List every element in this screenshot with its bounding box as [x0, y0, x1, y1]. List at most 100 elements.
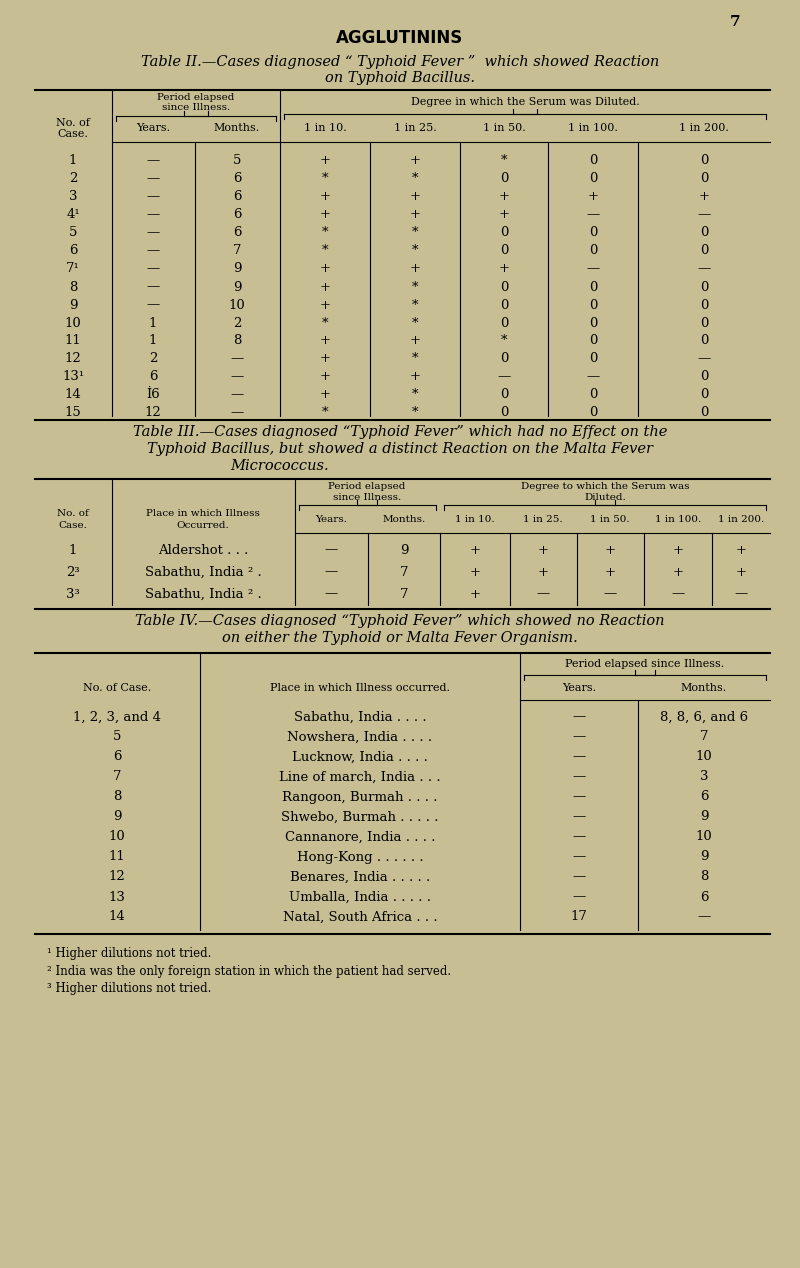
Text: *: * — [412, 317, 418, 330]
Text: Umballa, India . . . . .: Umballa, India . . . . . — [289, 890, 431, 904]
Text: 0: 0 — [700, 172, 708, 185]
Text: 0: 0 — [700, 335, 708, 347]
Text: Months.: Months. — [382, 515, 426, 524]
Text: +: + — [735, 544, 746, 557]
Text: 5: 5 — [233, 155, 241, 167]
Text: —: — — [572, 871, 586, 884]
Text: 12: 12 — [65, 353, 82, 365]
Text: —: — — [572, 771, 586, 784]
Text: 2: 2 — [149, 353, 157, 365]
Text: 2: 2 — [69, 172, 77, 185]
Text: ² India was the only foreign station in which the patient had served.: ² India was the only foreign station in … — [47, 965, 451, 978]
Text: *: * — [412, 388, 418, 402]
Text: 3³: 3³ — [66, 587, 80, 601]
Text: 12: 12 — [109, 871, 126, 884]
Text: 14: 14 — [65, 388, 82, 402]
Text: 0: 0 — [589, 317, 597, 330]
Text: —: — — [146, 262, 160, 275]
Text: 11: 11 — [109, 851, 126, 864]
Text: 9: 9 — [113, 810, 122, 823]
Text: +: + — [605, 566, 615, 578]
Text: 1 in 50.: 1 in 50. — [482, 123, 526, 133]
Text: +: + — [319, 262, 330, 275]
Text: *: * — [501, 335, 507, 347]
Text: +: + — [319, 280, 330, 293]
Text: Table IV.—Cases diagnosed “Typhoid Fever” which showed no Reaction: Table IV.—Cases diagnosed “Typhoid Fever… — [135, 614, 665, 628]
Text: 0: 0 — [500, 353, 508, 365]
Text: *: * — [412, 298, 418, 312]
Text: —: — — [698, 262, 710, 275]
Text: 0: 0 — [700, 407, 708, 420]
Text: 8: 8 — [233, 335, 241, 347]
Text: No. of Case.: No. of Case. — [83, 683, 151, 694]
Text: +: + — [410, 370, 421, 383]
Text: —: — — [572, 851, 586, 864]
Text: 2: 2 — [233, 317, 241, 330]
Text: 17: 17 — [570, 910, 587, 923]
Text: Lucknow, India . . . .: Lucknow, India . . . . — [292, 751, 428, 763]
Text: No. of: No. of — [56, 118, 90, 128]
Text: +: + — [498, 190, 510, 203]
Text: +: + — [470, 544, 481, 557]
Text: Case.: Case. — [58, 520, 87, 530]
Text: 0: 0 — [700, 245, 708, 257]
Text: +: + — [319, 298, 330, 312]
Text: Nowshera, India . . . .: Nowshera, India . . . . — [287, 730, 433, 743]
Text: 7: 7 — [400, 587, 408, 601]
Text: +: + — [538, 544, 549, 557]
Text: İ6: İ6 — [146, 388, 160, 402]
Text: —: — — [572, 730, 586, 743]
Text: Years.: Years. — [315, 515, 347, 524]
Text: Hong-Kong . . . . . .: Hong-Kong . . . . . . — [297, 851, 423, 864]
Text: *: * — [501, 155, 507, 167]
Text: *: * — [322, 245, 328, 257]
Text: Degree in which the Serum was Diluted.: Degree in which the Serum was Diluted. — [410, 96, 639, 107]
Text: Months.: Months. — [681, 683, 727, 694]
Text: +: + — [319, 370, 330, 383]
Text: —: — — [698, 353, 710, 365]
Text: Period elapsed since Illness.: Period elapsed since Illness. — [566, 659, 725, 670]
Text: —: — — [586, 262, 600, 275]
Text: —: — — [146, 172, 160, 185]
Text: 10: 10 — [65, 317, 82, 330]
Text: —: — — [572, 810, 586, 823]
Text: Benares, India . . . . .: Benares, India . . . . . — [290, 871, 430, 884]
Text: 1: 1 — [149, 335, 157, 347]
Text: —: — — [734, 587, 748, 601]
Text: 1: 1 — [69, 544, 77, 557]
Text: —: — — [230, 353, 244, 365]
Text: 0: 0 — [500, 317, 508, 330]
Text: since Illness.: since Illness. — [162, 104, 230, 113]
Text: +: + — [319, 335, 330, 347]
Text: 9: 9 — [233, 262, 242, 275]
Text: —: — — [572, 790, 586, 804]
Text: Cannanore, India . . . .: Cannanore, India . . . . — [285, 831, 435, 843]
Text: 8: 8 — [700, 871, 708, 884]
Text: 1: 1 — [69, 155, 77, 167]
Text: +: + — [319, 155, 330, 167]
Text: 0: 0 — [700, 280, 708, 293]
Text: 6: 6 — [700, 890, 708, 904]
Text: 3: 3 — [700, 771, 708, 784]
Text: —: — — [146, 298, 160, 312]
Text: on Typhoid Bacillus.: on Typhoid Bacillus. — [325, 71, 475, 85]
Text: 0: 0 — [700, 155, 708, 167]
Text: 0: 0 — [589, 407, 597, 420]
Text: —: — — [324, 587, 338, 601]
Text: 0: 0 — [700, 317, 708, 330]
Text: —: — — [572, 751, 586, 763]
Text: 9: 9 — [400, 544, 408, 557]
Text: —: — — [536, 587, 550, 601]
Text: Micrococcus.: Micrococcus. — [230, 459, 330, 473]
Text: —: — — [146, 245, 160, 257]
Text: 8: 8 — [113, 790, 121, 804]
Text: —: — — [603, 587, 617, 601]
Text: 11: 11 — [65, 335, 82, 347]
Text: *: * — [412, 172, 418, 185]
Text: 6: 6 — [233, 190, 242, 203]
Text: —: — — [230, 407, 244, 420]
Text: +: + — [319, 388, 330, 402]
Text: Line of march, India . . .: Line of march, India . . . — [279, 771, 441, 784]
Text: —: — — [586, 370, 600, 383]
Text: 0: 0 — [589, 388, 597, 402]
